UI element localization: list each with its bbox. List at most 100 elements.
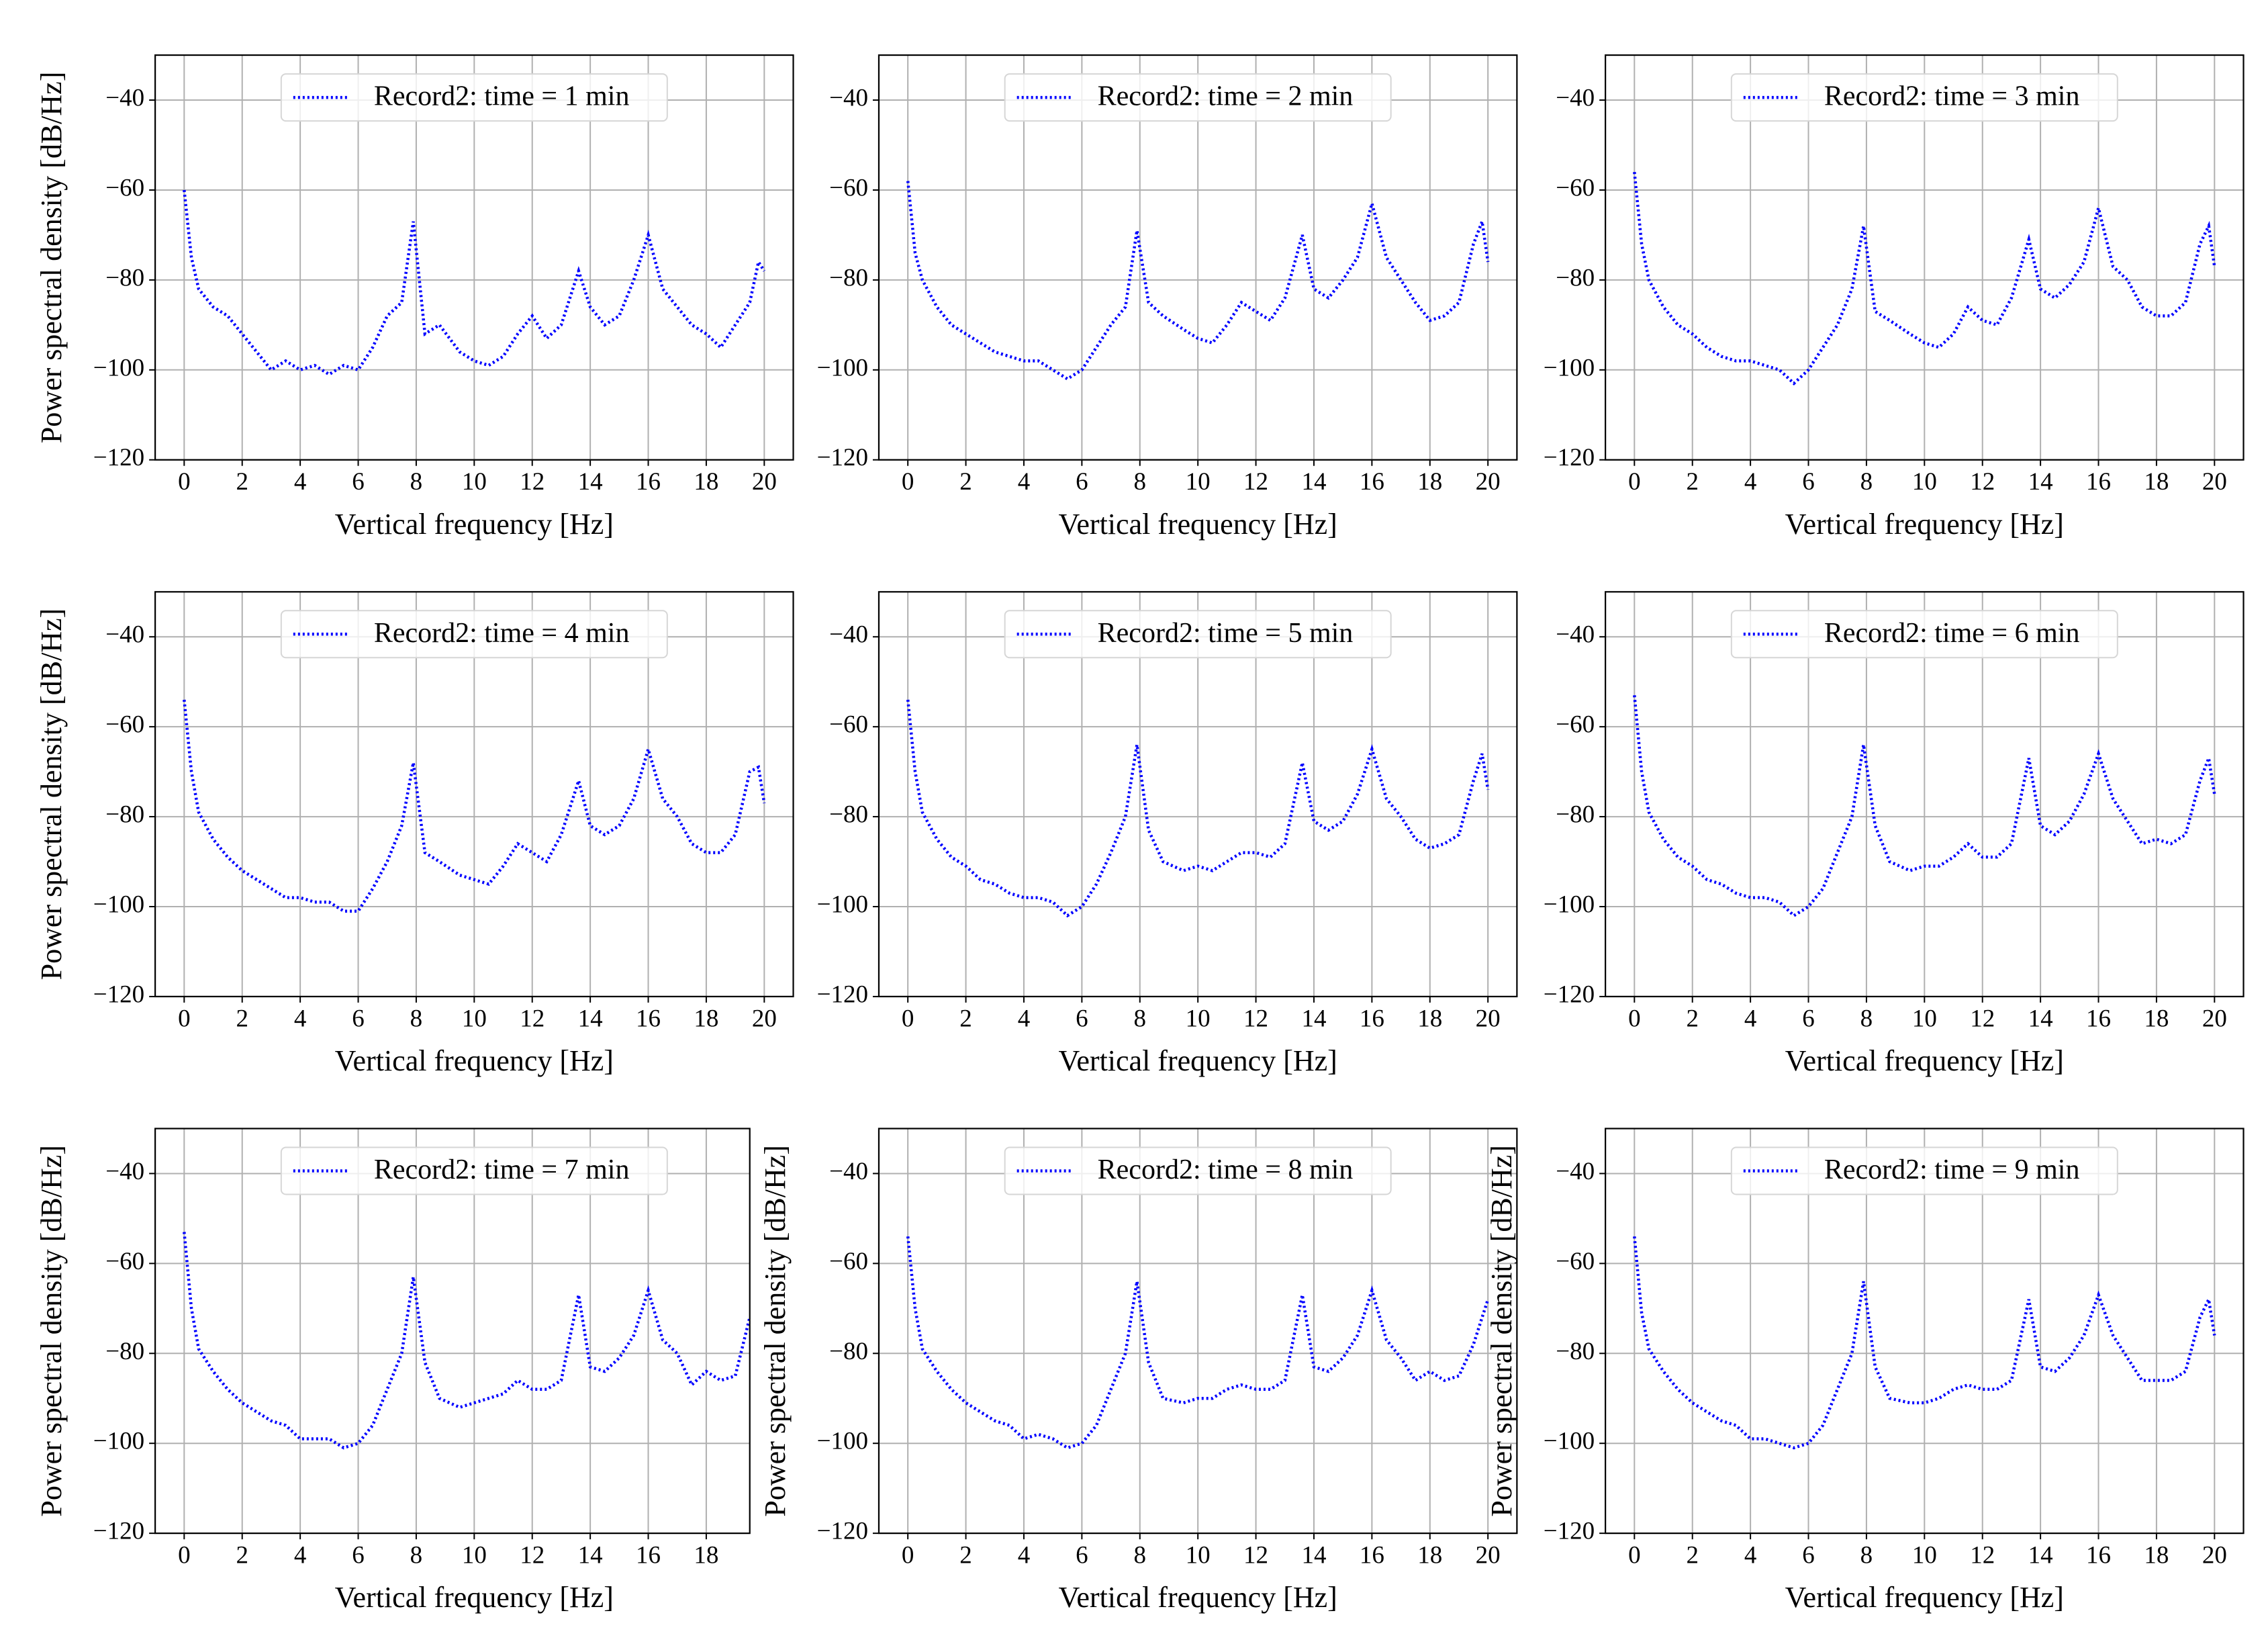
data-line <box>1633 695 2216 918</box>
y-tick-label: −80 <box>1556 1338 1595 1365</box>
x-tick-label: 14 <box>2028 1542 2053 1569</box>
x-tick-label: 8 <box>1134 468 1147 496</box>
x-tick-label: 12 <box>1970 1542 1995 1569</box>
x-tick-label: 16 <box>1360 468 1384 496</box>
y-tick-label: −120 <box>1544 1518 1595 1545</box>
y-tick-label: −80 <box>829 801 868 829</box>
subplot: 0 2 4 6 8 10 12 14 16 18 20 −120 −100 −80 −60 −40 Vertic… <box>1485 1128 2245 1614</box>
x-tick-label: 10 <box>1186 1542 1211 1569</box>
x-tick-label: 4 <box>1744 1005 1757 1032</box>
y-tick-label: −80 <box>829 1338 868 1365</box>
x-tick-label: 16 <box>636 468 661 496</box>
legend-box <box>1730 1146 2118 1195</box>
x-tick-label: 2 <box>959 468 972 496</box>
x-tick-label: 10 <box>1912 468 1937 496</box>
legend-label: Record2: time = 6 min <box>1824 618 2080 649</box>
y-tick-label: −100 <box>93 354 144 381</box>
x-axis-label: Vertical frequency [Hz] <box>335 1581 614 1614</box>
subplot: 0 2 4 6 8 10 12 14 16 18 20 −120 −100 −80 −60 −40 Vertic… <box>759 1128 1518 1614</box>
legend-box <box>1004 610 1392 659</box>
x-tick-label: 6 <box>352 1542 365 1569</box>
x-tick-label: 0 <box>902 1005 914 1032</box>
y-tick-label: −40 <box>105 1158 144 1185</box>
y-tick-label: −40 <box>1556 1158 1595 1185</box>
subplot: 0 2 4 6 8 10 12 14 16 18 20 −120 −100 −80 −60 −40 Vertic… <box>817 54 1518 541</box>
x-tick-label: 0 <box>178 1542 191 1569</box>
x-tick-label: 6 <box>1076 1005 1088 1032</box>
x-tick-label: 10 <box>1912 1005 1937 1032</box>
x-tick-label: 16 <box>1360 1005 1384 1032</box>
x-tick-label: 16 <box>1360 1542 1384 1569</box>
y-tick-label: −100 <box>817 890 868 918</box>
x-tick-label: 12 <box>520 1542 545 1569</box>
x-tick-label: 2 <box>236 468 248 496</box>
y-tick-label: −60 <box>105 1248 144 1275</box>
y-tick-label: −40 <box>1556 621 1595 649</box>
x-tick-label: 20 <box>2202 468 2227 496</box>
y-tick-label: −60 <box>829 711 868 739</box>
legend-box <box>280 1146 668 1195</box>
y-axis-label: Power spectral density [dB/Hz] <box>35 608 68 980</box>
x-tick-label: 6 <box>352 1005 365 1032</box>
x-tick-label: 18 <box>1417 468 1442 496</box>
y-tick-label: −40 <box>1556 85 1595 112</box>
data-line <box>183 699 766 913</box>
axes-frame <box>878 591 1518 998</box>
data-line <box>1633 171 2216 385</box>
x-tick-label: 0 <box>178 1005 191 1032</box>
axes-frame <box>1605 54 2245 461</box>
x-tick-label: 20 <box>752 1005 777 1032</box>
x-tick-label: 18 <box>1417 1005 1442 1032</box>
x-tick-label: 8 <box>1860 1005 1873 1032</box>
y-tick-label: −120 <box>817 444 868 471</box>
x-tick-label: 12 <box>1970 468 1995 496</box>
axes-frame <box>154 54 794 461</box>
x-tick-label: 0 <box>902 468 914 496</box>
x-tick-label: 14 <box>1301 1005 1326 1032</box>
y-tick-label: −100 <box>1544 354 1595 381</box>
legend-label: Record2: time = 4 min <box>374 618 630 649</box>
y-tick-label: −80 <box>1556 264 1595 291</box>
y-tick-label: −40 <box>105 85 144 112</box>
x-tick-label: 20 <box>1476 1542 1501 1569</box>
x-tick-label: 4 <box>1018 1005 1031 1032</box>
y-tick-label: −120 <box>817 1518 868 1545</box>
x-tick-label: 12 <box>1243 1542 1268 1569</box>
legend-label: Record2: time = 9 min <box>1824 1154 2080 1185</box>
x-tick-label: 2 <box>959 1005 972 1032</box>
axes-frame <box>154 591 794 998</box>
axes-frame <box>878 54 1518 461</box>
x-axis-label: Vertical frequency [Hz] <box>1058 508 1337 541</box>
subplot: 0 2 4 6 8 10 12 14 16 18 20 −120 −100 −80 −60 −40 Vertic… <box>817 591 1518 1077</box>
x-tick-label: 18 <box>2144 1542 2169 1569</box>
y-tick-label: −100 <box>93 1428 144 1455</box>
x-tick-label: 0 <box>1628 1542 1641 1569</box>
x-axis-label: Vertical frequency [Hz] <box>1058 1044 1337 1077</box>
x-tick-label: 18 <box>2144 468 2169 496</box>
x-tick-label: 16 <box>2086 468 2111 496</box>
x-tick-label: 4 <box>294 468 307 496</box>
x-tick-label: 14 <box>578 1005 603 1032</box>
y-tick-label: −60 <box>105 174 144 201</box>
subplot: 0 2 4 6 8 10 12 14 16 18 20 −120 −100 −80 −60 −40 Vertic… <box>1544 591 2245 1077</box>
legend-label: Record2: time = 8 min <box>1098 1154 1354 1185</box>
x-tick-label: 10 <box>1186 468 1211 496</box>
x-tick-label: 2 <box>1686 468 1699 496</box>
x-tick-label: 8 <box>1860 468 1873 496</box>
legend-box <box>280 73 668 122</box>
x-axis-label: Vertical frequency [Hz] <box>1058 1581 1337 1614</box>
x-tick-label: 2 <box>959 1542 972 1569</box>
legend-label: Record2: time = 1 min <box>374 81 630 112</box>
y-tick-label: −120 <box>93 444 144 471</box>
x-tick-label: 18 <box>2144 1005 2169 1032</box>
y-tick-label: −40 <box>829 621 868 649</box>
y-tick-label: −80 <box>105 1338 144 1365</box>
data-line <box>906 1236 1490 1450</box>
x-tick-label: 14 <box>578 468 603 496</box>
subplot: 0 2 4 6 8 10 12 14 16 18 −120 −100 −80 −60 −40 Vertical… <box>35 1128 751 1614</box>
y-tick-label: −120 <box>1544 980 1595 1008</box>
x-tick-label: 14 <box>2028 468 2053 496</box>
axes-frame <box>154 1128 751 1535</box>
